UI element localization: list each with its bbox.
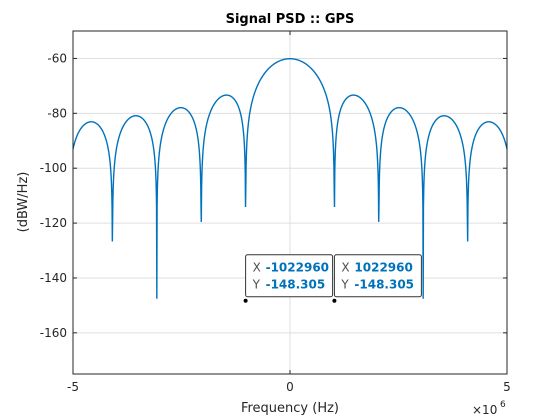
x-exponent-label: ×10 6 <box>472 400 506 417</box>
datatip: X -1022960 Y -148.305 <box>243 254 334 303</box>
datatip-marker <box>332 298 337 303</box>
x-tick-label: 5 <box>503 380 511 394</box>
tick-layer: -5 0 5 -60 -80 -100 -120 -140 -160 <box>40 31 511 394</box>
y-tick-label: -140 <box>40 271 67 285</box>
datatip-axis-label: X <box>253 261 261 275</box>
datatip-layer: X -1022960 Y -148.305 X 1022960 Y -148.305 <box>243 254 422 303</box>
datatip-axis-label: Y <box>340 278 349 292</box>
datatip-axis-label: X <box>341 261 349 275</box>
series-layer <box>72 58 508 299</box>
chart-title: Signal PSD :: GPS <box>226 12 355 27</box>
datatip: X 1022960 Y -148.305 <box>332 254 422 303</box>
x-tick-label: -5 <box>67 380 79 394</box>
datatip-value: -148.305 <box>266 278 326 292</box>
y-tick-label: -160 <box>40 326 67 340</box>
datatip-box <box>245 254 334 298</box>
x-axis-label: Frequency (Hz) <box>241 401 339 416</box>
y-tick-label: -80 <box>47 106 67 120</box>
datatip-box <box>333 254 422 298</box>
datatip-marker <box>243 298 248 303</box>
y-tick-label: -60 <box>47 51 67 65</box>
datatip-value: -1022960 <box>266 261 329 275</box>
psd-series-line <box>72 58 508 299</box>
datatip-value: 1022960 <box>354 261 412 275</box>
y-tick-label: -120 <box>40 216 67 230</box>
y-tick-label: -100 <box>40 161 67 175</box>
datatip-axis-label: Y <box>252 278 261 292</box>
datatip-value: -148.305 <box>354 278 414 292</box>
x-tick-label: 0 <box>286 380 294 394</box>
x-exponent-base: ×10 <box>472 403 497 417</box>
x-exponent-power: 6 <box>500 400 506 410</box>
y-axis-label: (dBW/Hz) <box>16 172 31 233</box>
